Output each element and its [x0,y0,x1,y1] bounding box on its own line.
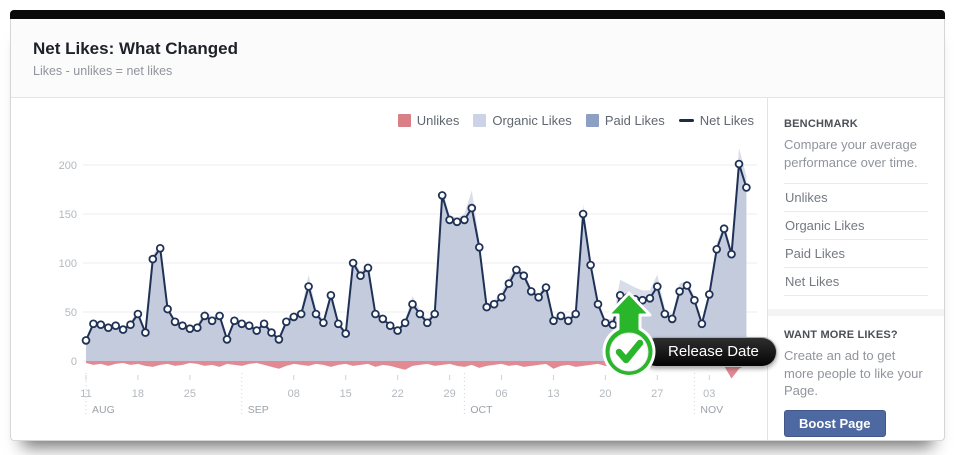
paid-likes-swatch-icon [585,114,599,127]
card-top-bar [10,10,945,19]
paid-likes-area [86,164,747,361]
benchmark-item-net-likes[interactable]: Net Likes [784,268,928,297]
svg-text:150: 150 [59,209,77,221]
svg-text:29: 29 [443,388,455,400]
benchmark-item-organic-likes[interactable]: Organic Likes [784,212,928,241]
svg-text:13: 13 [547,388,559,400]
sidebar: BENCHMARK Compare your average performan… [767,98,944,440]
legend-label: Unlikes [416,113,460,128]
unlikes-swatch-icon [397,114,411,127]
svg-text:NOV: NOV [700,404,723,416]
want-more-likes-description: Create an ad to get more people to like … [784,348,923,399]
benchmark-heading: BENCHMARK [784,118,858,130]
legend-label: Organic Likes [492,113,572,128]
svg-text:AUG: AUG [92,404,115,416]
svg-text:15: 15 [340,388,352,400]
svg-text:OCT: OCT [470,404,493,416]
page-title: Net Likes: What Changed [33,39,238,58]
insights-card: Net Likes: What Changed Likes - unlikes … [10,10,945,441]
svg-text:50: 50 [65,307,77,319]
card-header: Net Likes: What Changed Likes - unlikes … [11,20,944,98]
page-subtitle: Likes - unlikes = net likes [33,64,173,78]
net-likes-markers [81,159,751,345]
benchmark-description: Compare your average performance over ti… [784,137,918,170]
svg-text:20: 20 [599,388,611,400]
svg-text:18: 18 [132,388,144,400]
benchmark-item-unlikes[interactable]: Unlikes [784,183,928,213]
chart-legend: Unlikes Organic Likes Paid Likes Net Lik… [397,113,754,128]
svg-text:03: 03 [703,388,715,400]
legend-label: Paid Likes [604,113,665,128]
legend-label: Net Likes [699,113,754,128]
svg-text:0: 0 [71,356,77,368]
svg-text:100: 100 [59,258,77,270]
svg-text:25: 25 [184,388,196,400]
legend-item-unlikes[interactable]: Unlikes [397,113,460,128]
svg-text:200: 200 [59,160,77,172]
net-likes-line-swatch-icon [678,119,694,122]
release-date-label: Release Date [668,343,759,360]
release-date-tooltip: Release Date [641,337,777,367]
organic-likes-swatch-icon [473,114,487,127]
svg-text:27: 27 [651,388,663,400]
sidebar-section-divider [768,309,944,317]
benchmark-list: Unlikes Organic Likes Paid Likes Net Lik… [784,183,928,297]
legend-item-net-likes[interactable]: Net Likes [678,113,754,128]
want-more-likes-section: WANT MORE LIKES? Create an ad to get mor… [784,329,928,437]
svg-text:22: 22 [391,388,403,400]
legend-item-paid-likes[interactable]: Paid Likes [585,113,665,128]
release-date-pin[interactable] [597,291,661,387]
svg-text:06: 06 [495,388,507,400]
benchmark-item-paid-likes[interactable]: Paid Likes [784,240,928,269]
want-more-likes-heading: WANT MORE LIKES? [784,329,898,342]
boost-page-button[interactable]: Boost Page [784,409,886,437]
legend-item-organic-likes[interactable]: Organic Likes [473,113,572,128]
svg-text:SEP: SEP [248,404,269,416]
unlikes-area [86,361,747,379]
svg-text:08: 08 [288,388,300,400]
checkmark-icon [615,339,644,364]
